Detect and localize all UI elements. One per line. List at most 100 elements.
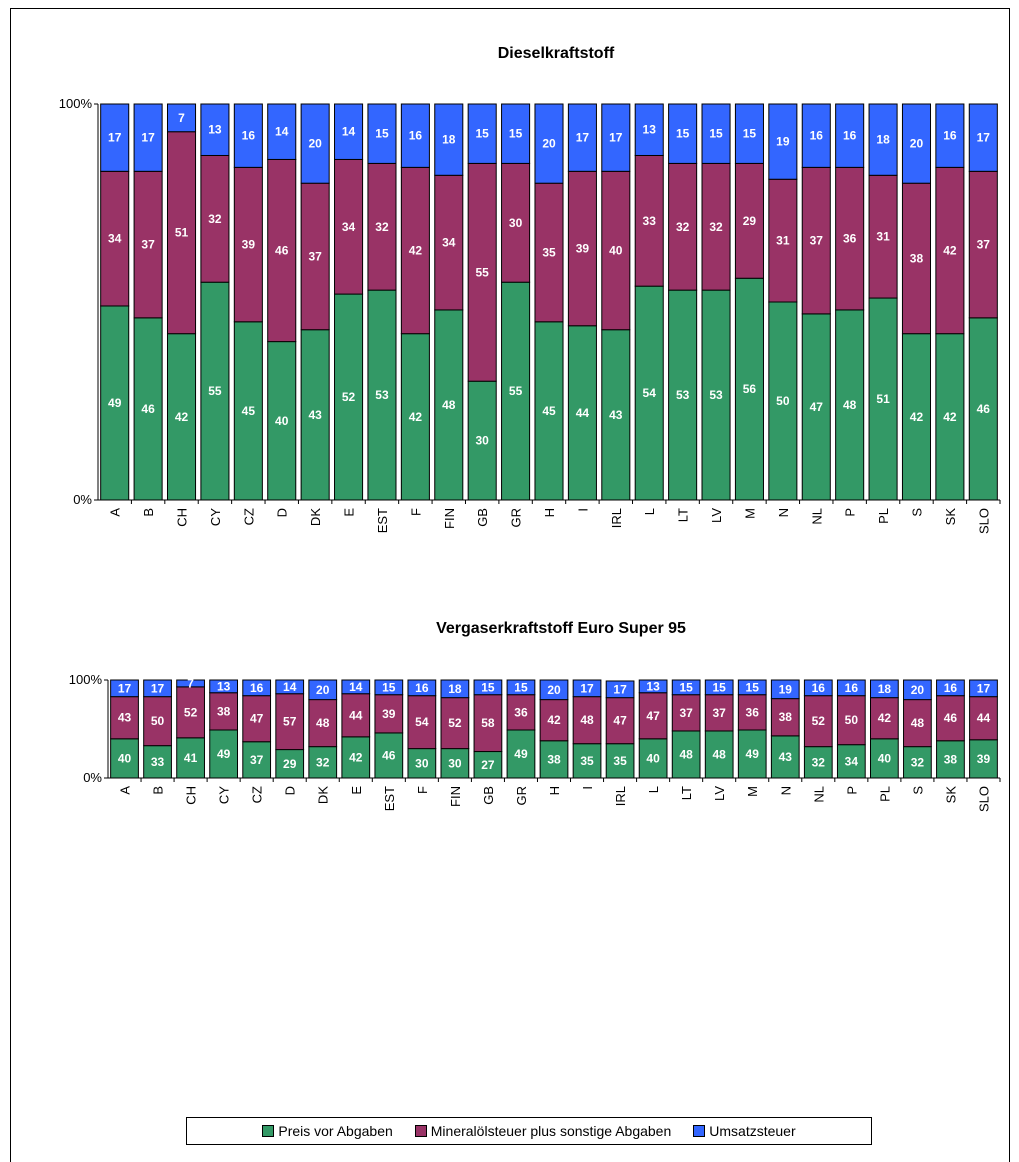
bar-mineral bbox=[242, 695, 272, 743]
data-label-umsatz: 19 bbox=[779, 682, 793, 696]
data-label-umsatz: 16 bbox=[845, 681, 859, 695]
data-label-mineral: 38 bbox=[779, 710, 793, 724]
data-label-preis: 49 bbox=[746, 747, 760, 761]
category-label: CH bbox=[184, 786, 199, 805]
data-label-mineral: 58 bbox=[481, 716, 495, 730]
bar-mineral bbox=[634, 154, 664, 287]
bar-preis bbox=[308, 746, 338, 779]
category-label: SLO bbox=[976, 786, 991, 812]
bar-preis bbox=[334, 293, 364, 501]
data-label-umsatz: 20 bbox=[316, 683, 330, 697]
data-label-preis: 41 bbox=[184, 751, 198, 765]
bar-umsatz bbox=[334, 103, 364, 160]
data-label-umsatz: 17 bbox=[977, 131, 991, 145]
data-label-umsatz: 16 bbox=[812, 681, 826, 695]
category-label: M bbox=[745, 786, 760, 797]
bar-preis bbox=[400, 333, 430, 501]
bar-preis bbox=[176, 737, 205, 779]
data-label-mineral: 48 bbox=[911, 716, 925, 730]
data-label-umsatz: 16 bbox=[810, 129, 824, 143]
data-label-umsatz: 18 bbox=[448, 682, 462, 696]
data-label-preis: 40 bbox=[878, 751, 892, 765]
bar-preis bbox=[737, 729, 767, 779]
bar-preis bbox=[166, 333, 197, 501]
data-label-umsatz: 17 bbox=[141, 131, 155, 145]
bar-mineral bbox=[869, 697, 899, 740]
bar-preis bbox=[638, 738, 668, 779]
category-label: P bbox=[843, 508, 858, 517]
bar-preis bbox=[267, 341, 297, 501]
bar-preis bbox=[634, 285, 664, 501]
category-label: L bbox=[646, 786, 661, 793]
data-label-umsatz: 16 bbox=[409, 129, 423, 143]
bar-umsatz bbox=[200, 103, 230, 156]
data-label-preis: 40 bbox=[646, 751, 660, 765]
bar-preis bbox=[968, 317, 998, 501]
data-label-umsatz: 20 bbox=[542, 137, 556, 151]
bar-umsatz bbox=[407, 679, 437, 697]
category-label: D bbox=[283, 786, 298, 795]
bar-preis bbox=[200, 281, 230, 501]
data-label-umsatz: 18 bbox=[878, 682, 892, 696]
category-label: IRL bbox=[613, 786, 628, 806]
data-label-preis: 51 bbox=[876, 392, 890, 406]
bar-mineral bbox=[200, 154, 230, 283]
bar-umsatz bbox=[770, 679, 800, 700]
bar-mineral bbox=[133, 170, 163, 319]
bar-umsatz bbox=[634, 103, 664, 156]
data-label-preis: 38 bbox=[944, 752, 958, 766]
bar-mineral bbox=[836, 695, 866, 746]
legend-swatch-mineral bbox=[414, 1125, 427, 1137]
data-label-umsatz: 7 bbox=[178, 111, 185, 125]
bar-umsatz bbox=[671, 679, 701, 696]
bar-mineral bbox=[901, 182, 932, 335]
data-label-mineral: 55 bbox=[476, 265, 490, 279]
data-label-mineral: 40 bbox=[609, 244, 623, 258]
data-label-preis: 30 bbox=[448, 756, 462, 770]
bar-umsatz bbox=[969, 679, 998, 698]
data-label-mineral: 46 bbox=[944, 711, 958, 725]
data-label-mineral: 32 bbox=[709, 220, 723, 234]
data-label-preis: 45 bbox=[542, 404, 556, 418]
data-label-mineral: 39 bbox=[242, 238, 256, 252]
bar-mineral bbox=[467, 162, 497, 382]
data-label-mineral: 54 bbox=[415, 715, 429, 729]
data-label-umsatz: 16 bbox=[944, 681, 958, 695]
bar-preis bbox=[903, 746, 932, 779]
bar-preis bbox=[770, 735, 800, 779]
bar-umsatz bbox=[341, 679, 371, 695]
bar-umsatz bbox=[143, 679, 172, 698]
data-label-preis: 47 bbox=[810, 400, 824, 414]
data-label-umsatz: 15 bbox=[746, 680, 760, 694]
bar-mineral bbox=[969, 696, 998, 741]
bar-umsatz bbox=[868, 103, 898, 176]
bar-preis bbox=[734, 277, 764, 501]
bar-preis bbox=[572, 743, 602, 779]
category-label: DK bbox=[316, 786, 331, 804]
bar-mineral bbox=[770, 698, 800, 737]
data-label-umsatz: 13 bbox=[208, 123, 222, 137]
bar-umsatz bbox=[869, 679, 899, 699]
category-label: CY bbox=[217, 786, 232, 804]
bar-mineral bbox=[572, 696, 602, 745]
chart-title: Dieselkraftstoff bbox=[498, 45, 615, 62]
data-label-mineral: 34 bbox=[108, 232, 122, 246]
data-label-umsatz: 18 bbox=[442, 133, 456, 147]
data-label-umsatz: 17 bbox=[580, 681, 594, 695]
data-label-umsatz: 15 bbox=[514, 680, 528, 694]
category-label: B bbox=[151, 786, 166, 795]
bar-mineral bbox=[407, 695, 437, 750]
bar-umsatz bbox=[440, 679, 470, 699]
bar-mineral bbox=[605, 697, 635, 745]
data-label-mineral: 44 bbox=[349, 708, 363, 722]
data-label-preis: 42 bbox=[910, 410, 924, 424]
bar-umsatz bbox=[936, 679, 965, 697]
bar-mineral bbox=[701, 162, 731, 291]
data-label-umsatz: 7 bbox=[187, 676, 194, 690]
category-label: DK bbox=[308, 508, 323, 526]
category-label: H bbox=[547, 786, 562, 795]
data-label-preis: 49 bbox=[514, 747, 528, 761]
data-label-mineral: 47 bbox=[613, 714, 627, 728]
category-label: I bbox=[575, 508, 590, 512]
bar-mineral bbox=[868, 174, 898, 299]
